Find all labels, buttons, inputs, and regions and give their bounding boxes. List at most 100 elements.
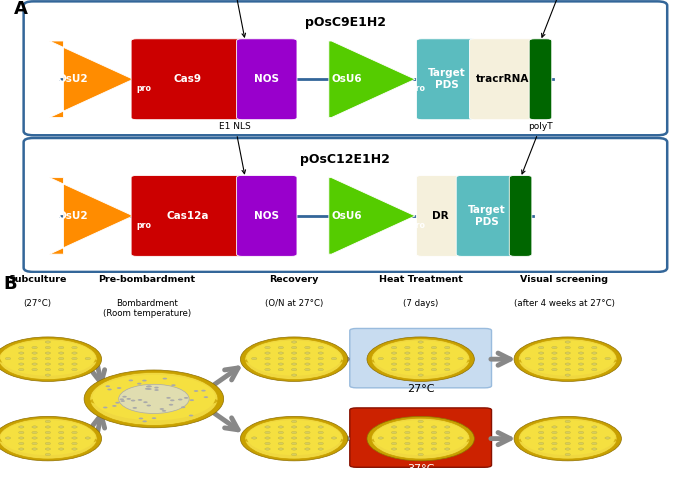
Ellipse shape (291, 431, 297, 434)
Text: DR: DR (432, 211, 448, 221)
Ellipse shape (32, 448, 38, 450)
Ellipse shape (605, 357, 610, 360)
Ellipse shape (58, 368, 64, 371)
Ellipse shape (391, 426, 397, 428)
Ellipse shape (291, 374, 297, 376)
Text: OsU2: OsU2 (58, 74, 88, 84)
Ellipse shape (291, 352, 297, 354)
Ellipse shape (241, 337, 347, 382)
Ellipse shape (154, 386, 159, 388)
Polygon shape (329, 41, 415, 118)
Ellipse shape (418, 437, 423, 439)
Ellipse shape (5, 357, 11, 360)
Ellipse shape (405, 368, 410, 371)
Ellipse shape (578, 448, 583, 450)
Ellipse shape (143, 401, 148, 403)
Ellipse shape (58, 431, 64, 434)
Ellipse shape (578, 431, 583, 434)
Ellipse shape (391, 448, 397, 450)
Ellipse shape (159, 408, 164, 410)
Ellipse shape (431, 346, 436, 348)
Ellipse shape (131, 400, 135, 402)
Ellipse shape (32, 437, 38, 439)
Ellipse shape (58, 363, 64, 365)
Ellipse shape (18, 352, 24, 354)
Ellipse shape (72, 448, 77, 450)
Ellipse shape (72, 443, 77, 445)
Ellipse shape (552, 346, 557, 348)
Ellipse shape (58, 352, 64, 354)
Ellipse shape (178, 399, 183, 401)
Ellipse shape (127, 398, 131, 400)
Ellipse shape (304, 352, 310, 354)
FancyBboxPatch shape (529, 39, 552, 120)
Ellipse shape (107, 388, 111, 390)
Ellipse shape (278, 426, 284, 428)
Ellipse shape (32, 346, 38, 348)
Ellipse shape (278, 443, 284, 445)
Ellipse shape (318, 431, 324, 434)
Ellipse shape (431, 357, 436, 360)
Ellipse shape (578, 352, 583, 354)
Ellipse shape (578, 357, 583, 360)
Ellipse shape (119, 385, 189, 413)
Text: NOS: NOS (254, 211, 279, 221)
Ellipse shape (304, 368, 310, 371)
Ellipse shape (391, 352, 397, 354)
Text: (after 4 weeks at 27°C): (after 4 weeks at 27°C) (514, 299, 615, 308)
FancyBboxPatch shape (131, 176, 245, 256)
Ellipse shape (371, 418, 470, 459)
Ellipse shape (514, 416, 621, 461)
Ellipse shape (32, 357, 38, 360)
Ellipse shape (592, 352, 597, 354)
Text: E1 NLS: E1 NLS (220, 122, 251, 174)
Ellipse shape (418, 426, 423, 428)
Ellipse shape (367, 416, 474, 461)
Ellipse shape (245, 356, 343, 366)
Ellipse shape (18, 368, 24, 371)
Ellipse shape (161, 410, 166, 412)
Ellipse shape (245, 435, 343, 446)
Ellipse shape (565, 368, 570, 371)
Ellipse shape (418, 346, 423, 348)
Ellipse shape (378, 437, 384, 439)
Ellipse shape (592, 448, 597, 450)
Ellipse shape (592, 443, 597, 445)
Ellipse shape (184, 397, 188, 399)
Text: 37°C: 37°C (407, 464, 434, 473)
Ellipse shape (405, 352, 410, 354)
Ellipse shape (418, 341, 423, 343)
Ellipse shape (45, 426, 51, 428)
Ellipse shape (142, 421, 147, 422)
Ellipse shape (592, 357, 597, 360)
Ellipse shape (90, 372, 218, 426)
Ellipse shape (525, 357, 531, 360)
Ellipse shape (538, 368, 544, 371)
Text: pOsC12E1H2: pOsC12E1H2 (300, 153, 391, 166)
Ellipse shape (304, 437, 310, 439)
FancyBboxPatch shape (417, 39, 477, 120)
Ellipse shape (1, 341, 95, 376)
Ellipse shape (0, 416, 101, 461)
Ellipse shape (72, 437, 77, 439)
Ellipse shape (405, 346, 410, 348)
Ellipse shape (181, 407, 185, 408)
Ellipse shape (445, 431, 450, 434)
Ellipse shape (578, 346, 583, 348)
Polygon shape (49, 41, 133, 118)
Ellipse shape (45, 420, 51, 423)
Text: OsU6: OsU6 (332, 74, 363, 84)
Ellipse shape (304, 363, 310, 365)
Ellipse shape (278, 352, 284, 354)
Ellipse shape (371, 339, 470, 380)
Ellipse shape (32, 363, 38, 365)
Ellipse shape (373, 420, 468, 455)
Ellipse shape (318, 437, 324, 439)
Ellipse shape (431, 352, 436, 354)
Ellipse shape (445, 346, 450, 348)
Ellipse shape (245, 339, 343, 380)
Ellipse shape (18, 437, 24, 439)
Ellipse shape (565, 352, 570, 354)
Ellipse shape (518, 356, 617, 366)
Ellipse shape (552, 357, 557, 360)
